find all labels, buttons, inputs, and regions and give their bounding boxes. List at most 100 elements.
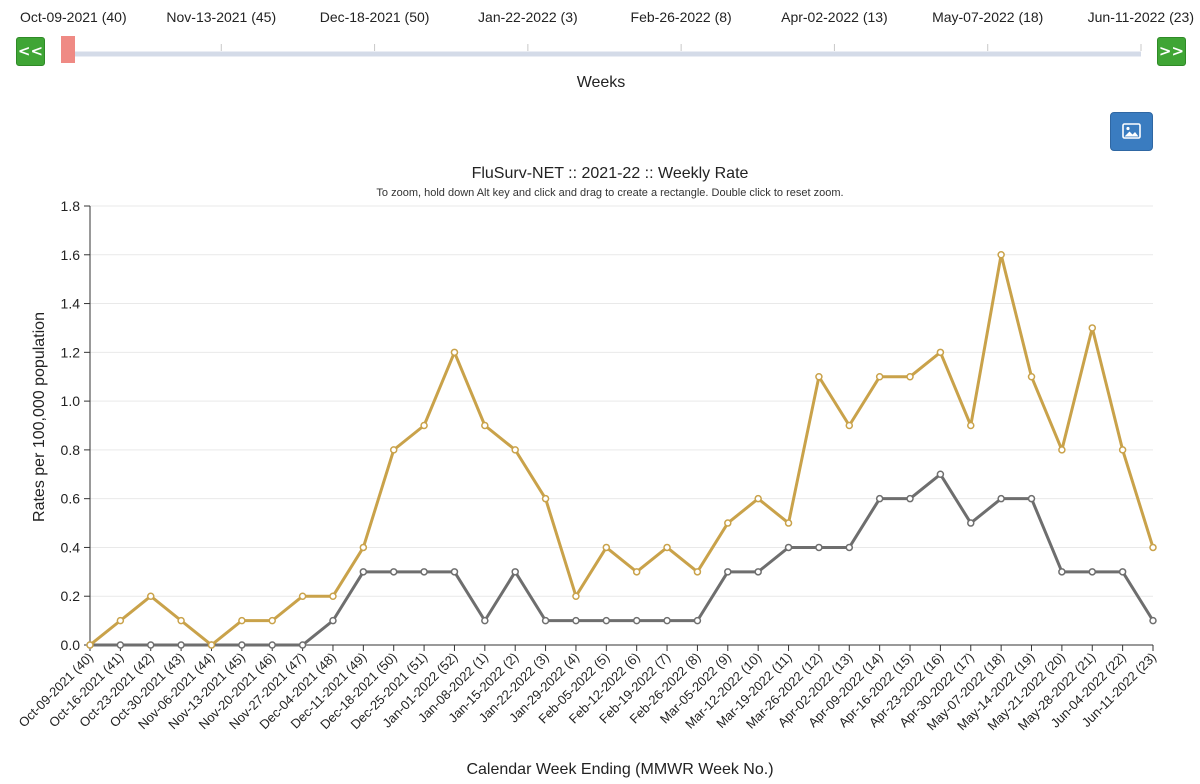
data-point[interactable] xyxy=(1149,543,1157,552)
data-point[interactable] xyxy=(724,568,732,576)
data-point[interactable] xyxy=(541,494,550,503)
data-point[interactable] xyxy=(663,543,671,552)
y-axis: 0.0 0.2 0.4 0.6 0.8 1.0 1.2 1.4 1.6 1.8 xyxy=(61,198,91,653)
data-point[interactable] xyxy=(116,616,125,625)
data-point[interactable] xyxy=(146,592,155,600)
data-point[interactable] xyxy=(815,372,823,381)
data-point[interactable] xyxy=(693,616,702,625)
image-icon xyxy=(1122,123,1141,139)
data-point[interactable] xyxy=(1149,616,1157,625)
data-point[interactable] xyxy=(450,348,459,357)
data-point[interactable] xyxy=(1088,568,1097,576)
data-point[interactable] xyxy=(1118,446,1127,454)
data-point[interactable] xyxy=(389,568,398,576)
slider-tick-label[interactable]: Jun-11-2022 (23) xyxy=(1088,9,1194,25)
data-point[interactable] xyxy=(238,616,246,625)
y-tick-label: 1.8 xyxy=(61,198,81,214)
slider-tick-label[interactable]: May-07-2022 (18) xyxy=(932,9,1043,25)
week-slider[interactable]: Oct-09-2021 (40) Nov-13-2021 (45) Dec-18-2… xyxy=(20,9,1194,63)
data-point[interactable] xyxy=(602,616,611,625)
data-point[interactable] xyxy=(1088,324,1097,332)
slider-tick-label[interactable]: Feb-26-2022 (8) xyxy=(631,9,732,25)
series-group xyxy=(86,251,1157,649)
data-point[interactable] xyxy=(663,616,671,625)
data-point[interactable] xyxy=(420,421,428,430)
data-point[interactable] xyxy=(1027,494,1036,503)
data-point[interactable] xyxy=(875,372,884,381)
slider-tick-label[interactable]: Oct-09-2021 (40) xyxy=(20,9,127,25)
data-point[interactable] xyxy=(967,421,975,430)
data-point[interactable] xyxy=(298,592,307,600)
data-point[interactable] xyxy=(1058,568,1066,576)
data-point[interactable] xyxy=(724,519,732,527)
data-point[interactable] xyxy=(602,543,611,552)
y-tick-label: 1.6 xyxy=(61,247,81,263)
data-point[interactable] xyxy=(1058,446,1066,454)
y-axis-label: Rates per 100,000 population xyxy=(31,312,48,522)
previous-week-button[interactable]: << xyxy=(16,37,45,66)
data-point[interactable] xyxy=(906,494,914,503)
y-tick-label: 0.4 xyxy=(61,539,81,555)
y-tick-label: 0.2 xyxy=(61,588,81,604)
data-point[interactable] xyxy=(116,641,125,649)
data-point[interactable] xyxy=(359,568,368,576)
data-point[interactable] xyxy=(572,592,580,600)
data-point[interactable] xyxy=(815,543,823,552)
data-point[interactable] xyxy=(511,446,519,454)
next-week-button[interactable]: >> xyxy=(1157,37,1186,66)
data-point[interactable] xyxy=(450,568,459,576)
slider-tick-label[interactable]: Jan-22-2022 (3) xyxy=(478,9,578,25)
data-point[interactable] xyxy=(967,519,975,527)
data-point[interactable] xyxy=(207,641,216,649)
y-tick-label: 0.0 xyxy=(61,637,81,653)
data-point[interactable] xyxy=(845,543,854,552)
slider-tick-label[interactable]: Nov-13-2021 (45) xyxy=(166,9,276,25)
download-image-button[interactable] xyxy=(1110,112,1153,151)
data-point[interactable] xyxy=(329,592,337,600)
data-point[interactable] xyxy=(238,641,246,649)
y-tick-label: 1.4 xyxy=(61,296,81,312)
slider-tick-label[interactable]: Apr-02-2022 (13) xyxy=(781,9,888,25)
data-point[interactable] xyxy=(693,568,702,576)
data-point[interactable] xyxy=(329,616,337,625)
data-point[interactable] xyxy=(906,372,914,381)
data-point[interactable] xyxy=(359,543,368,552)
data-point[interactable] xyxy=(572,616,580,625)
data-point[interactable] xyxy=(481,421,489,430)
data-point[interactable] xyxy=(1118,568,1127,576)
data-point[interactable] xyxy=(177,616,185,625)
x-axis-label: Calendar Week Ending (MMWR Week No.) xyxy=(466,761,773,778)
data-point[interactable] xyxy=(936,348,945,357)
slider-handle[interactable] xyxy=(61,36,75,63)
data-point[interactable] xyxy=(420,568,428,576)
data-point[interactable] xyxy=(268,616,276,625)
data-point[interactable] xyxy=(845,421,854,430)
data-point[interactable] xyxy=(754,494,762,503)
data-point[interactable] xyxy=(298,641,307,649)
data-point[interactable] xyxy=(784,543,793,552)
grid-lines xyxy=(90,205,1153,646)
data-point[interactable] xyxy=(997,251,1005,259)
data-point[interactable] xyxy=(936,470,945,479)
data-point[interactable] xyxy=(146,641,155,649)
data-point[interactable] xyxy=(875,494,884,503)
data-point[interactable] xyxy=(1027,372,1036,381)
y-tick-label: 1.0 xyxy=(61,393,81,409)
slider-tick-label[interactable]: Dec-18-2021 (50) xyxy=(320,9,430,25)
y-tick-label: 1.2 xyxy=(61,344,81,360)
data-point[interactable] xyxy=(268,641,276,649)
data-point[interactable] xyxy=(511,568,519,576)
data-point[interactable] xyxy=(754,568,762,576)
chart-subtitle: To zoom, hold down Alt key and click and… xyxy=(376,187,843,199)
data-point[interactable] xyxy=(541,616,550,625)
data-point[interactable] xyxy=(481,616,489,625)
data-point[interactable] xyxy=(997,494,1005,503)
data-point[interactable] xyxy=(632,616,641,625)
data-point[interactable] xyxy=(177,641,185,649)
data-point[interactable] xyxy=(784,519,793,527)
data-point[interactable] xyxy=(632,568,641,576)
data-point[interactable] xyxy=(389,446,398,454)
chart-title: FluSurv-NET :: 2021-22 :: Weekly Rate xyxy=(472,165,749,182)
data-point[interactable] xyxy=(86,641,94,649)
